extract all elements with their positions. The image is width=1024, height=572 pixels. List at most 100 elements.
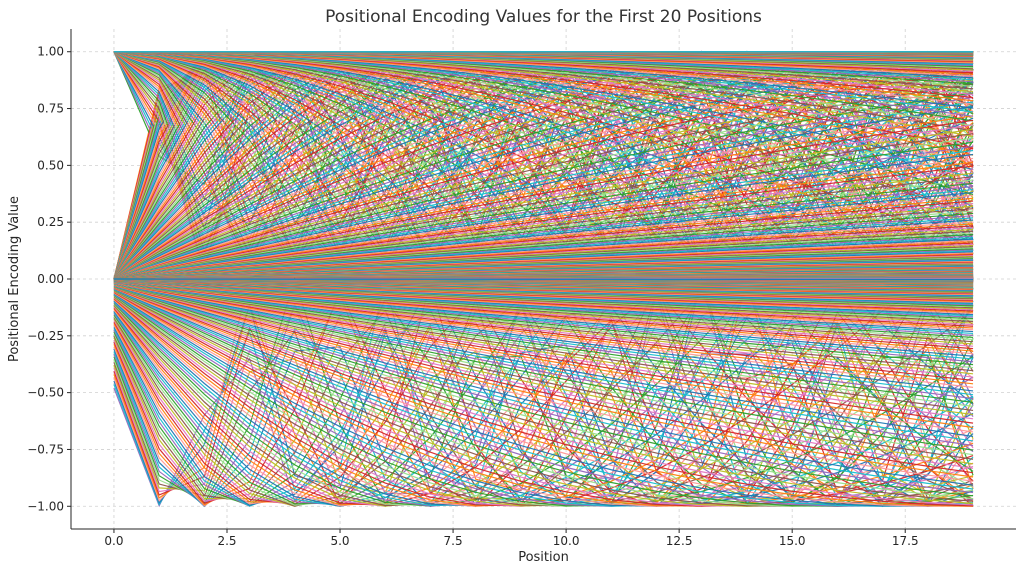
x-tick-label: 15.0 (779, 534, 806, 548)
series-line (113, 290, 974, 507)
x-tick-label: 17.5 (892, 534, 919, 548)
x-tick-label: 2.5 (217, 534, 236, 548)
series-line (113, 280, 974, 372)
series-line (113, 101, 974, 280)
x-axis-label: Position (518, 550, 569, 565)
y-tick-label: −0.50 (27, 386, 64, 400)
series-line (113, 124, 974, 280)
series-line (113, 280, 974, 375)
series-line (113, 282, 974, 416)
series-line (113, 288, 974, 507)
series-line (113, 281, 974, 388)
series-line (113, 281, 974, 400)
series-line (113, 290, 974, 507)
series-line (113, 286, 974, 504)
series-line (113, 286, 974, 502)
series-line (113, 291, 974, 507)
series-line (113, 282, 974, 433)
series-line (113, 153, 974, 280)
series-line (113, 282, 974, 429)
y-tick-label: 0.25 (37, 215, 64, 229)
series-line (113, 284, 974, 482)
series-line (113, 284, 974, 469)
series-line (113, 280, 974, 508)
series-line (113, 281, 974, 412)
x-tick-label: 5.0 (330, 534, 349, 548)
y-tick-label: −0.25 (27, 329, 64, 343)
series-line (113, 51, 974, 271)
chart-title: Positional Encoding Values for the First… (325, 7, 762, 27)
series-line (113, 83, 974, 280)
series-line (113, 165, 974, 280)
series-line (113, 285, 974, 497)
series-line (113, 96, 974, 280)
series-line (113, 51, 974, 270)
series-line (113, 145, 974, 280)
series-line (113, 283, 974, 456)
x-tick-label: 0.0 (104, 534, 123, 548)
series-line (113, 293, 974, 507)
series-line (113, 51, 974, 270)
series-line (113, 286, 974, 507)
series-line (113, 79, 974, 280)
series-line (113, 169, 974, 280)
series-line (113, 281, 974, 378)
series-line (113, 161, 974, 280)
series-line (113, 51, 974, 280)
series-line (113, 281, 974, 381)
series-line (113, 137, 974, 280)
y-ticks: 1.00 0.75 0.50 0.25 0.00 −0.25 −0.50 −0.75 −1.00 (27, 45, 71, 513)
series-line (113, 110, 974, 280)
y-tick-label: −0.75 (27, 442, 64, 456)
series-line (113, 293, 974, 507)
series-line (113, 282, 974, 438)
series-line (113, 287, 974, 507)
y-axis-label: Positional Encoding Value (7, 196, 22, 362)
y-tick-label: 0.75 (37, 102, 64, 116)
series-line (113, 133, 974, 280)
series-line (113, 283, 974, 442)
series-line (113, 172, 974, 280)
y-tick-label: −1.00 (27, 499, 64, 513)
series-line (113, 284, 974, 478)
series-line (113, 55, 974, 280)
series-line (113, 280, 974, 369)
x-tick-label: 7.5 (444, 534, 463, 548)
series-line (113, 71, 974, 280)
series-line (113, 342, 974, 508)
series-line (113, 283, 974, 465)
series-line (113, 282, 974, 424)
series-line (113, 157, 974, 280)
y-tick-label: 1.00 (37, 45, 64, 59)
series-line (113, 285, 974, 486)
series-line (113, 51, 974, 270)
series-line (113, 292, 974, 507)
series-line (113, 291, 974, 507)
series-line (113, 51, 974, 278)
series-line (113, 281, 974, 407)
series-line (113, 281, 974, 385)
series-line (113, 281, 974, 403)
series-line (113, 294, 974, 507)
series-line (113, 282, 974, 420)
series-line (113, 286, 974, 500)
series-line (113, 283, 974, 460)
y-tick-label: 0.50 (37, 158, 64, 172)
series-line (113, 293, 974, 507)
series-line (113, 284, 974, 474)
series-line (113, 128, 974, 280)
series-line (113, 285, 974, 494)
series-line (113, 281, 974, 396)
series-line (113, 119, 974, 280)
x-ticks: 0.0 2.5 5.0 7.5 10.0 12.5 15.0 17.5 (104, 529, 919, 548)
series-line (113, 149, 974, 280)
series-line (113, 281, 974, 392)
x-tick-label: 10.0 (553, 534, 580, 548)
series-line (113, 115, 974, 280)
x-tick-label: 12.5 (666, 534, 693, 548)
series-line (113, 305, 974, 507)
series-line (113, 106, 974, 280)
y-tick-label: 0.00 (37, 272, 64, 286)
series-line (113, 289, 974, 507)
